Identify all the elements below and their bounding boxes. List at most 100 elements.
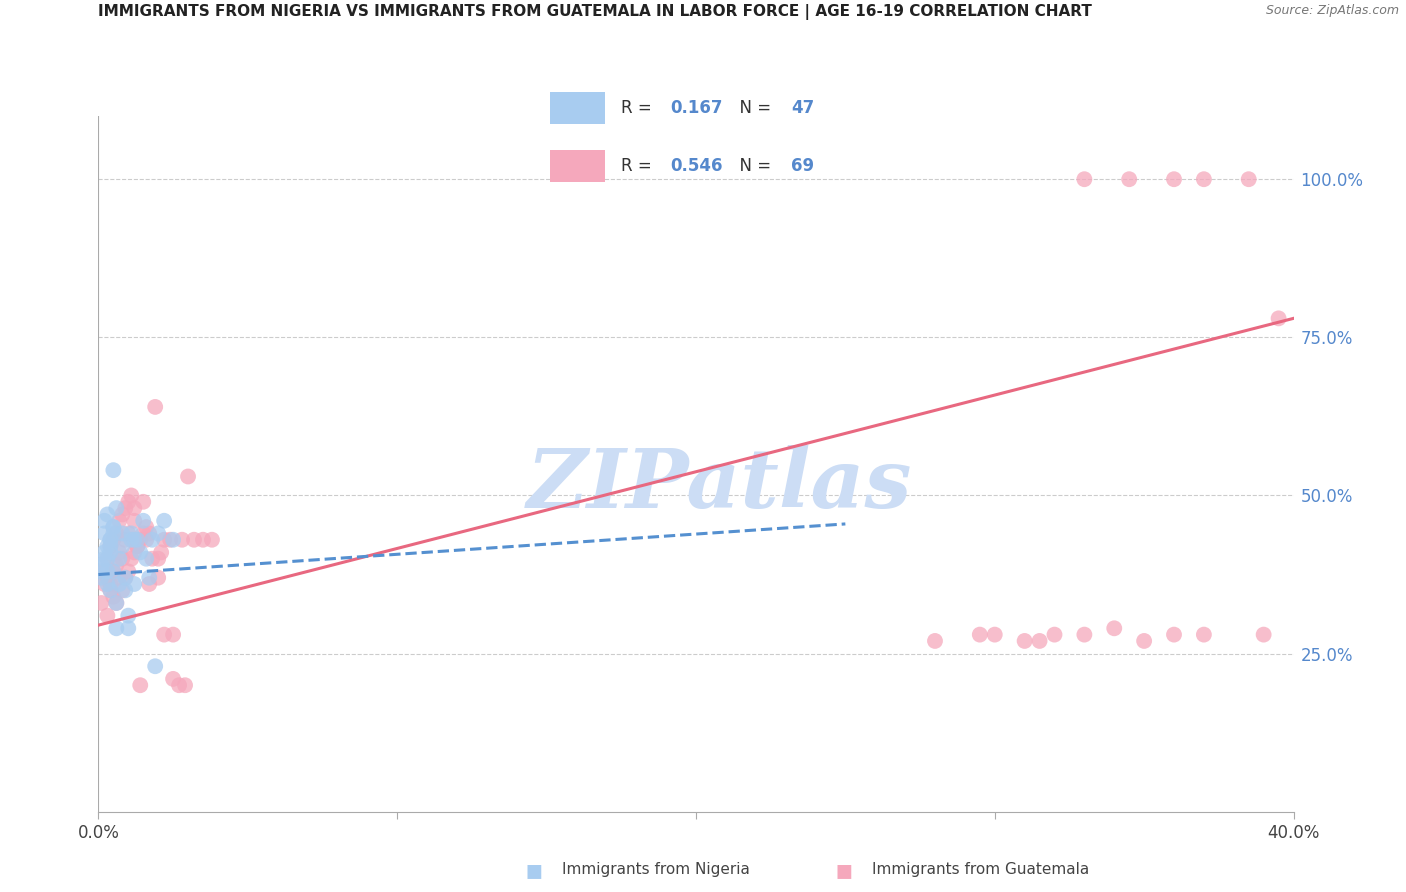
- Point: [129, 545, 152, 559]
- Text: R =: R =: [621, 157, 657, 175]
- Point: [105, 596, 128, 610]
- Point: [93, 545, 115, 559]
- Point: [1163, 627, 1185, 641]
- Point: [124, 501, 146, 516]
- Point: [103, 565, 125, 579]
- Point: [1043, 627, 1066, 641]
- Text: ▪: ▪: [834, 855, 853, 884]
- Point: [90, 565, 112, 579]
- Point: [124, 577, 146, 591]
- Point: [108, 571, 131, 585]
- Point: [143, 400, 166, 414]
- Point: [103, 526, 125, 541]
- Point: [100, 539, 122, 553]
- Point: [1237, 172, 1260, 186]
- Point: [127, 539, 149, 553]
- Point: [105, 501, 128, 516]
- Point: [1073, 627, 1095, 641]
- Text: Immigrants from Guatemala: Immigrants from Guatemala: [872, 863, 1090, 877]
- Point: [127, 533, 149, 547]
- Point: [1267, 311, 1289, 326]
- Point: [183, 533, 205, 547]
- Point: [172, 533, 194, 547]
- Point: [1192, 627, 1215, 641]
- Text: Source: ZipAtlas.com: Source: ZipAtlas.com: [1265, 4, 1399, 18]
- Point: [924, 634, 946, 648]
- Point: [143, 659, 166, 673]
- Point: [93, 514, 115, 528]
- Point: [103, 520, 125, 534]
- Point: [105, 621, 128, 635]
- Text: ▪: ▪: [524, 855, 544, 884]
- Point: [153, 533, 176, 547]
- Point: [1253, 627, 1275, 641]
- Text: IMMIGRANTS FROM NIGERIA VS IMMIGRANTS FROM GUATEMALA IN LABOR FORCE | AGE 16-19 : IMMIGRANTS FROM NIGERIA VS IMMIGRANTS FR…: [98, 4, 1092, 21]
- Point: [124, 533, 146, 547]
- Point: [132, 526, 155, 541]
- Point: [108, 551, 131, 566]
- Point: [100, 533, 122, 547]
- Bar: [550, 150, 606, 182]
- Point: [124, 545, 146, 559]
- Point: [117, 608, 139, 623]
- Point: [93, 577, 115, 591]
- Text: ZIPatlas: ZIPatlas: [527, 445, 912, 524]
- Point: [150, 545, 173, 559]
- Text: 47: 47: [792, 99, 814, 117]
- Point: [90, 571, 112, 585]
- Point: [984, 627, 1007, 641]
- Point: [117, 565, 139, 579]
- Point: [108, 577, 131, 591]
- Point: [103, 590, 125, 604]
- Point: [105, 558, 128, 572]
- Text: R =: R =: [621, 99, 657, 117]
- Point: [103, 520, 125, 534]
- Point: [129, 678, 152, 692]
- Point: [148, 551, 170, 566]
- Point: [114, 501, 136, 516]
- Point: [135, 551, 157, 566]
- Point: [191, 533, 214, 547]
- Point: [138, 577, 160, 591]
- Point: [117, 621, 139, 635]
- Point: [1073, 172, 1095, 186]
- Point: [96, 565, 118, 579]
- Point: [159, 533, 181, 547]
- Point: [96, 551, 118, 566]
- Point: [100, 533, 122, 547]
- Point: [93, 526, 115, 541]
- Point: [120, 488, 142, 502]
- Point: [100, 583, 122, 598]
- Point: [105, 526, 128, 541]
- Point: [105, 596, 128, 610]
- Point: [120, 551, 142, 566]
- Point: [96, 508, 118, 522]
- Point: [129, 533, 152, 547]
- Point: [103, 533, 125, 547]
- Point: [138, 526, 160, 541]
- Point: [117, 495, 139, 509]
- Point: [177, 469, 200, 483]
- Point: [100, 577, 122, 591]
- Point: [201, 533, 224, 547]
- Point: [114, 571, 136, 585]
- Point: [120, 526, 142, 541]
- Point: [111, 508, 134, 522]
- Point: [111, 551, 134, 566]
- Point: [1163, 172, 1185, 186]
- Point: [93, 551, 115, 566]
- Point: [96, 539, 118, 553]
- Point: [153, 627, 176, 641]
- Point: [108, 514, 131, 528]
- Point: [100, 539, 122, 553]
- Point: [96, 608, 118, 623]
- Point: [1133, 634, 1156, 648]
- Point: [969, 627, 991, 641]
- Text: 0.546: 0.546: [671, 157, 723, 175]
- Point: [111, 539, 134, 553]
- Point: [124, 514, 146, 528]
- Point: [100, 545, 122, 559]
- Point: [162, 672, 184, 686]
- Point: [132, 514, 155, 528]
- Point: [114, 533, 136, 547]
